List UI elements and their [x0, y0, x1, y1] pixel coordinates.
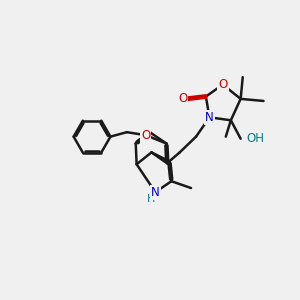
Text: N: N: [151, 186, 160, 199]
Text: H: H: [147, 194, 155, 204]
Text: O: O: [178, 92, 187, 105]
Text: OH: OH: [247, 132, 265, 145]
Text: N: N: [205, 111, 214, 124]
Text: O: O: [141, 129, 150, 142]
Text: N: N: [205, 111, 214, 124]
Text: O: O: [218, 78, 227, 91]
